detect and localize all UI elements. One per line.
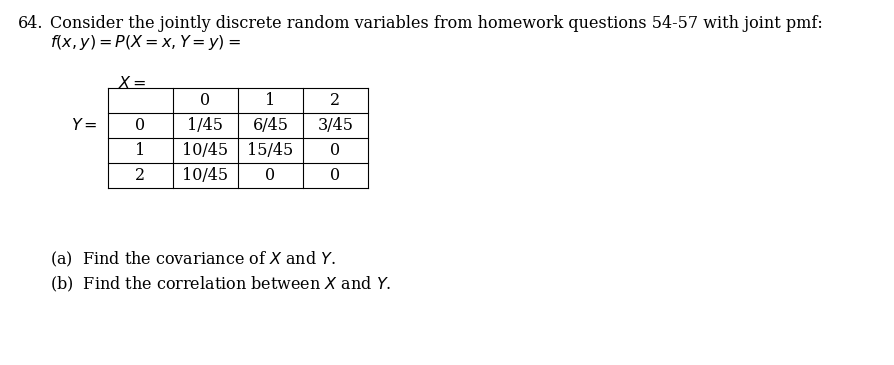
Text: 3/45: 3/45 [317, 117, 353, 134]
Text: 0: 0 [330, 167, 341, 184]
Text: 0: 0 [266, 167, 275, 184]
Text: Consider the jointly discrete random variables from homework questions 54-57 wit: Consider the jointly discrete random var… [50, 15, 822, 32]
Text: 15/45: 15/45 [247, 142, 293, 159]
Text: 6/45: 6/45 [252, 117, 288, 134]
Text: 2: 2 [135, 167, 146, 184]
Text: 64.: 64. [18, 15, 44, 32]
Text: 10/45: 10/45 [182, 142, 228, 159]
Text: 0: 0 [200, 92, 210, 109]
Text: 10/45: 10/45 [182, 167, 228, 184]
Text: 1: 1 [266, 92, 275, 109]
Text: 1/45: 1/45 [187, 117, 224, 134]
Text: (a)  Find the covariance of $X$ and $Y$.: (a) Find the covariance of $X$ and $Y$. [50, 250, 335, 269]
Text: 1: 1 [135, 142, 146, 159]
Text: $Y =$: $Y =$ [72, 117, 97, 134]
Text: 0: 0 [330, 142, 341, 159]
Text: $f(x, y) = P(X = x, Y = y) =$: $f(x, y) = P(X = x, Y = y) =$ [50, 33, 240, 52]
Text: 0: 0 [135, 117, 146, 134]
Text: (b)  Find the correlation between $X$ and $Y$.: (b) Find the correlation between $X$ and… [50, 275, 391, 294]
Text: 2: 2 [330, 92, 341, 109]
Text: $X =$: $X =$ [118, 75, 147, 92]
